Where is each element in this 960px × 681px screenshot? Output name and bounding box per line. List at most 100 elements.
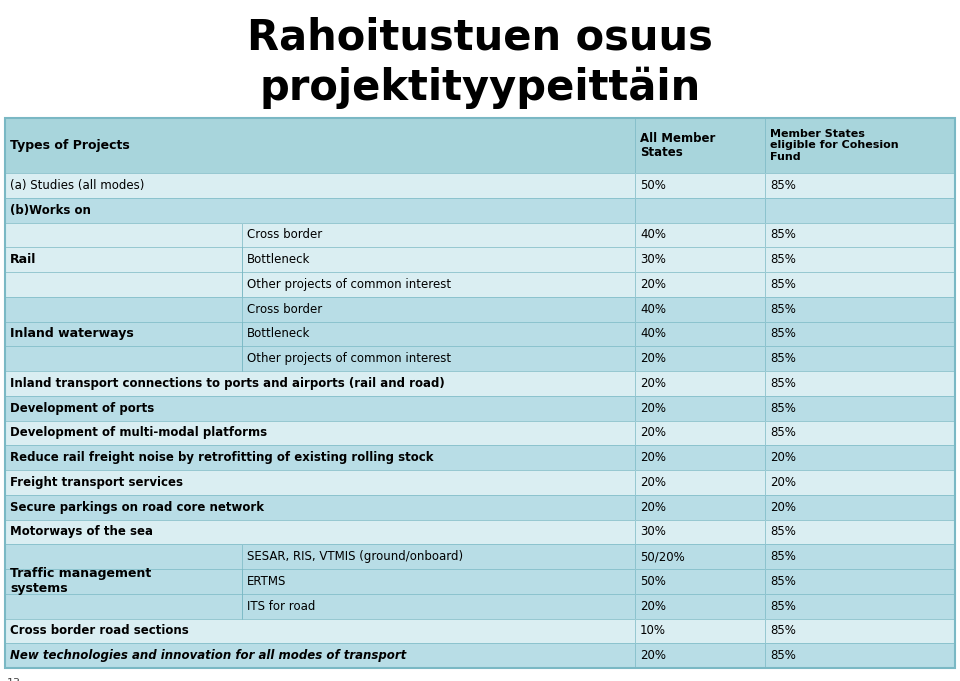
Bar [635, 618, 765, 644]
Bar [635, 644, 765, 668]
Bar [635, 470, 765, 495]
Bar [765, 594, 955, 618]
Bar [635, 644, 765, 668]
Text: 20%: 20% [640, 649, 666, 662]
Bar [635, 594, 765, 618]
Bar [635, 495, 765, 520]
Bar [5, 118, 955, 668]
Text: 20%: 20% [640, 402, 666, 415]
Text: 85%: 85% [770, 228, 796, 241]
Bar [635, 272, 765, 297]
Bar [765, 173, 955, 197]
Text: 30%: 30% [640, 253, 666, 266]
Bar [765, 297, 955, 321]
Bar [242, 544, 635, 569]
Bar [635, 173, 765, 197]
Text: 40%: 40% [640, 328, 666, 340]
Bar [635, 321, 765, 346]
Text: Bottleneck: Bottleneck [247, 328, 310, 340]
Bar [765, 118, 955, 173]
Text: 40%: 40% [640, 228, 666, 241]
Text: 40%: 40% [640, 302, 666, 315]
Bar [242, 569, 635, 594]
Bar [5, 470, 635, 495]
Text: 85%: 85% [770, 402, 796, 415]
Text: 85%: 85% [770, 253, 796, 266]
Bar [765, 297, 955, 321]
Text: (a) Studies (all modes): (a) Studies (all modes) [10, 179, 144, 192]
Bar [765, 495, 955, 520]
Bar [765, 445, 955, 470]
Text: Rail: Rail [10, 253, 36, 266]
Bar [635, 445, 765, 470]
Text: Traffic management
systems: Traffic management systems [10, 567, 152, 595]
Bar [765, 420, 955, 445]
Bar [635, 544, 765, 569]
Bar [5, 618, 635, 644]
Bar [635, 223, 765, 247]
Bar [635, 396, 765, 420]
Text: Freight transport services: Freight transport services [10, 476, 183, 489]
Bar [765, 520, 955, 544]
Bar [635, 445, 765, 470]
Bar [5, 495, 635, 520]
Bar [5, 321, 242, 346]
Bar [635, 247, 765, 272]
Bar [765, 445, 955, 470]
Bar [242, 569, 635, 594]
Text: 20%: 20% [770, 501, 796, 513]
Bar [5, 297, 242, 371]
Bar [765, 396, 955, 420]
Bar [5, 346, 242, 371]
Text: 85%: 85% [770, 302, 796, 315]
Text: 20%: 20% [640, 352, 666, 365]
Bar [242, 272, 635, 297]
Bar [635, 495, 765, 520]
Text: Cross border: Cross border [247, 302, 323, 315]
Bar [5, 470, 635, 495]
Bar [242, 594, 635, 618]
Text: 20%: 20% [640, 476, 666, 489]
Bar [635, 470, 765, 495]
Text: Other projects of common interest: Other projects of common interest [247, 278, 451, 291]
Text: All Member
States: All Member States [640, 131, 715, 159]
Text: Motorways of the sea: Motorways of the sea [10, 525, 153, 539]
Bar [5, 197, 635, 223]
Bar [765, 618, 955, 644]
Text: ITS for road: ITS for road [247, 600, 316, 613]
Bar [765, 470, 955, 495]
Bar [765, 272, 955, 297]
Bar [5, 297, 242, 371]
Text: 20%: 20% [640, 451, 666, 464]
Text: 85%: 85% [770, 278, 796, 291]
Bar [5, 420, 635, 445]
Bar [765, 223, 955, 247]
Bar [635, 346, 765, 371]
Text: 85%: 85% [770, 377, 796, 390]
Bar [242, 247, 635, 272]
Text: 85%: 85% [770, 525, 796, 539]
Bar [765, 223, 955, 247]
Bar [765, 346, 955, 371]
Bar [5, 544, 242, 618]
Text: 30%: 30% [640, 525, 666, 539]
Bar [5, 420, 635, 445]
Text: Secure parkings on road core network: Secure parkings on road core network [10, 501, 264, 513]
Bar [5, 495, 635, 520]
Text: 20%: 20% [640, 600, 666, 613]
Bar [5, 197, 635, 223]
Bar [5, 272, 242, 297]
Bar [5, 247, 242, 272]
Text: 20%: 20% [640, 426, 666, 439]
Bar [5, 118, 635, 173]
Bar [635, 173, 765, 197]
Text: New technologies and innovation for all modes of transport: New technologies and innovation for all … [10, 649, 406, 662]
Bar [242, 594, 635, 618]
Bar [635, 297, 765, 321]
Bar [635, 118, 765, 173]
Bar [765, 420, 955, 445]
Bar [635, 118, 765, 173]
Bar [765, 371, 955, 396]
Bar [5, 445, 635, 470]
Bar [242, 272, 635, 297]
